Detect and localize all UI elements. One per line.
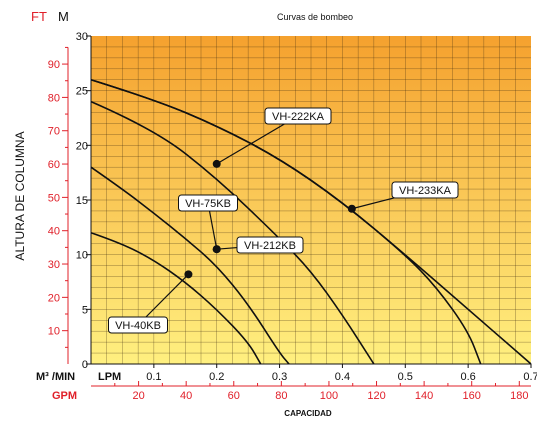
x-tick-label: 0.2	[209, 371, 224, 383]
series-vh-40kb	[90, 232, 262, 365]
ft-unit-label: FT	[31, 9, 47, 24]
m-tick-label: 5	[82, 304, 88, 316]
ft-tick-label: 50	[48, 192, 60, 204]
x-unit-m3min: M³ /MIN	[36, 371, 75, 383]
ft-tick-label: 80	[48, 92, 60, 104]
gpm-tick-label: 120	[367, 390, 385, 402]
series-vh-212kb	[90, 100, 375, 365]
label-box	[236, 236, 304, 254]
annotations: VH-222KA VH-233KA VH-75KB VH-212KB VH-40KB	[108, 107, 459, 334]
gpm-tick-label: 140	[415, 390, 433, 402]
data-point	[347, 204, 356, 213]
x-tick-label: 0.5	[398, 371, 413, 383]
series-vh-233ka	[90, 78, 532, 365]
m-tick-label: 30	[76, 31, 88, 43]
x-tick-label: 0.3	[272, 371, 287, 383]
m-tick-label: 25	[76, 86, 88, 98]
x-tick-label: 0.4	[335, 371, 350, 383]
data-point	[212, 245, 221, 254]
chart-title: Curvas de bombeo	[277, 12, 353, 22]
series-label: VH-40KB	[115, 320, 161, 332]
axes: 0 5 10 15 20 25 30 10 20 30 40 50 60 70 80 90 0.1 0.2 0.3 0…	[48, 31, 537, 402]
x-tick-label: 0.1	[146, 371, 161, 383]
series-layer	[90, 78, 532, 365]
gpm-tick-label: 180	[510, 390, 528, 402]
x-axis-label: CAPACIDAD	[284, 409, 332, 418]
x-tick-label: 0.6	[460, 371, 475, 383]
x-tick-label: 0.7	[523, 371, 537, 383]
m-tick-label: 0	[82, 359, 88, 371]
gpm-tick-label: 100	[320, 390, 338, 402]
ft-tick-label: 70	[48, 126, 60, 138]
ft-tick-label: 30	[48, 259, 60, 271]
m-unit-label: M	[58, 9, 69, 24]
grid	[91, 36, 531, 364]
data-point	[184, 270, 193, 279]
m-tick-label: 10	[76, 250, 88, 262]
ft-tick-label: 20	[48, 292, 60, 304]
data-point	[212, 159, 221, 168]
ft-tick-label: 40	[48, 226, 60, 238]
gpm-tick-label: 160	[463, 390, 481, 402]
gpm-tick-label: 20	[132, 390, 144, 402]
label-box	[108, 316, 168, 334]
m-tick-label: 15	[76, 195, 88, 207]
ft-tick-label: 90	[48, 59, 60, 71]
gpm-tick-label: 40	[180, 390, 192, 402]
series-label: VH-222KA	[272, 111, 325, 123]
gpm-tick-label: 60	[228, 390, 240, 402]
series-label: VH-75KB	[185, 198, 231, 210]
x-unit-gpm: GPM	[52, 390, 77, 402]
m-tick-label: 20	[76, 140, 88, 152]
ft-tick-label: 60	[48, 159, 60, 171]
label-box	[391, 181, 459, 199]
ft-tick-label: 10	[48, 326, 60, 338]
series-label: VH-212KB	[244, 240, 296, 252]
y-axis-label: ALTURA DE COLUMNA	[13, 131, 27, 260]
series-vh-75kb	[90, 166, 290, 365]
label-box	[178, 194, 238, 212]
series-label: VH-233KA	[399, 185, 452, 197]
x-unit-lpm: LPM	[98, 371, 121, 383]
label-box	[264, 107, 332, 125]
gpm-tick-label: 80	[275, 390, 287, 402]
